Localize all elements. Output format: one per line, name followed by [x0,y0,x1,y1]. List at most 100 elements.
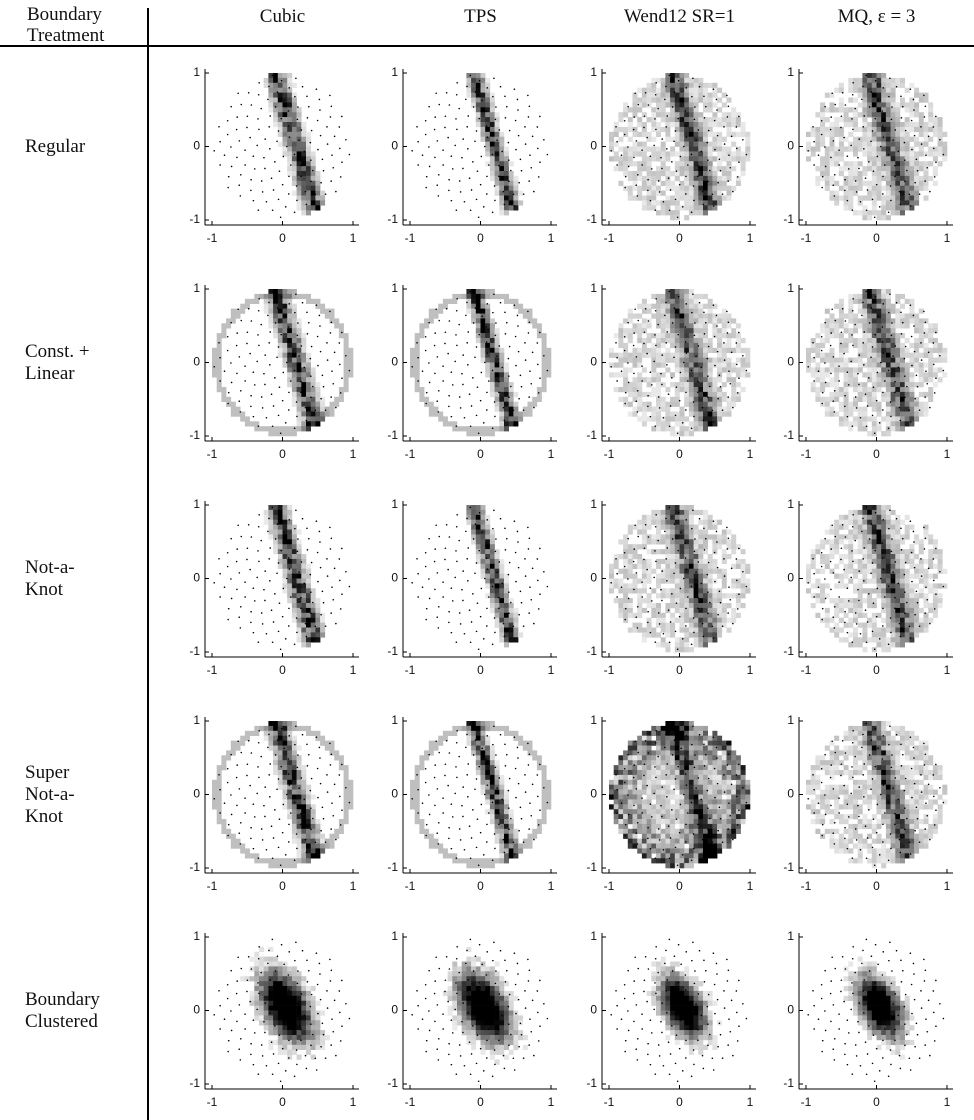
heat-cell [495,574,500,579]
node-dot [317,120,319,122]
heat-cell [670,122,675,127]
heat-cell [928,117,933,122]
node-dot [727,396,729,398]
heat-cell [914,382,919,387]
heat-cell [928,377,933,382]
heat-cell [684,333,689,338]
node-dot [703,204,705,206]
heat-cell [301,569,306,574]
heat-cell [476,544,481,549]
node-dot [610,150,612,152]
heat-cell [301,608,306,613]
heat-cell [862,142,867,147]
heat-cell [919,147,924,152]
node-dot [818,154,820,156]
heat-cell [722,112,727,117]
heat-cell [891,367,896,372]
heat-cell [877,137,882,142]
node-dot [294,528,296,530]
node-dot [880,146,882,148]
node-dot [319,315,321,317]
heat-cell [301,564,306,569]
heat-cell [698,181,703,186]
node-dot [417,573,419,575]
heat-cell [287,583,292,588]
heat-cell [633,377,638,382]
heat-cell [933,181,938,186]
node-dot [664,99,666,101]
node-dot [813,141,815,143]
heat-cell [628,358,633,363]
heat-cell [499,564,504,569]
node-dot [533,623,535,625]
heat-cell [495,147,500,152]
node-dot [466,302,468,304]
node-dot [722,193,724,195]
node-dot [248,524,250,526]
heat-cell [647,392,652,397]
heat-cell [891,132,896,137]
heat-cell [844,205,849,210]
node-dot [310,358,312,360]
heat-cell [839,142,844,147]
node-dot [339,364,341,366]
heat-cell [703,421,708,426]
y-tick-label: -1 [189,428,200,442]
heat-cell [731,402,736,407]
node-dot [310,574,312,576]
node-dot [663,417,665,419]
node-dot [278,631,280,633]
heat-cell [264,510,269,515]
heat-cell [656,93,661,98]
y-tick-label: -1 [387,644,398,658]
heat-cell [745,147,750,152]
node-dot [905,130,907,132]
node-dot [625,176,627,178]
node-dot [320,135,322,137]
heat-cell [292,98,297,103]
node-dot [513,409,515,411]
heat-cell [283,83,288,88]
heat-cell [665,569,670,574]
heat-cell [311,200,316,205]
heat-cell [647,564,652,569]
heat-cell [895,416,900,421]
node-dot [230,578,232,580]
heat-cell [708,147,713,152]
heat-cell [820,102,825,107]
node-dot [902,322,904,324]
heat-cell [731,117,736,122]
heat-cell [815,333,820,338]
heat-cell [928,358,933,363]
heat-cell [928,367,933,372]
node-dot [273,405,275,407]
node-dot [658,396,660,398]
heat-cell [661,593,666,598]
node-dot [250,622,252,624]
heat-cell [684,112,689,117]
heat-cell [287,73,292,78]
heat-cell [895,112,900,117]
heat-cell [848,117,853,122]
node-dot [935,377,937,379]
heat-cell [297,397,302,402]
heat-cell [825,323,830,328]
node-dot [830,129,832,131]
heat-cell [877,93,882,98]
heat-cell [504,151,509,156]
heat-cell [651,83,656,88]
heat-cell [858,299,863,304]
heat-cell [642,412,647,417]
heat-cell [509,191,514,196]
heat-cell [722,166,727,171]
node-dot [627,362,629,364]
node-dot [888,154,890,156]
heat-cell [665,416,670,421]
heat-cell [825,161,830,166]
node-dot [882,409,884,411]
heat-cell [928,122,933,127]
heat-cell [848,426,853,431]
node-dot [514,205,516,207]
heat-cell [891,142,896,147]
heat-cell [928,353,933,358]
